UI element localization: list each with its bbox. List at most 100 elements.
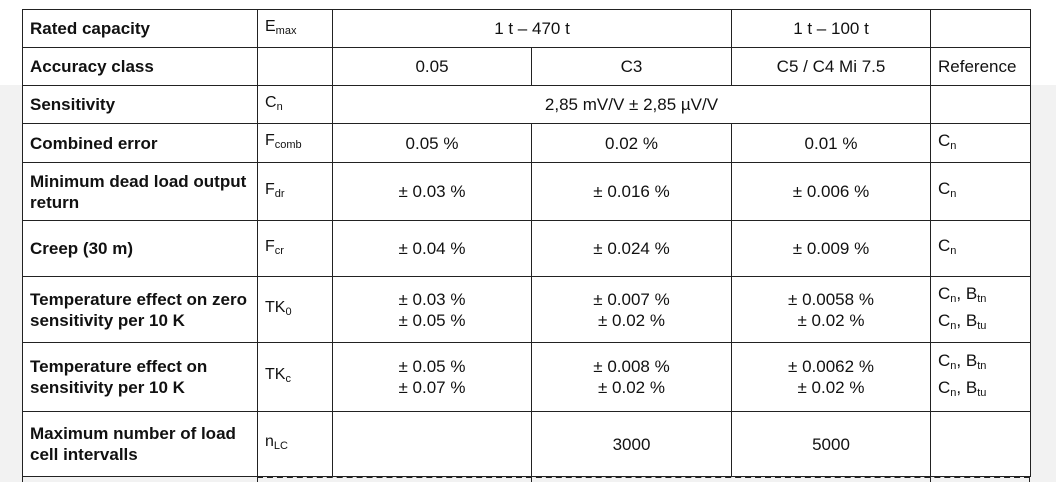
symbol: Fcomb [257, 123, 333, 163]
reference: Reference [930, 47, 1031, 86]
symbol-sub: n [950, 319, 957, 332]
row-label: Rated capacity [22, 9, 258, 48]
reference [930, 85, 1031, 124]
value-cell: 0.05 [332, 47, 532, 86]
symbol: Fdr [257, 162, 333, 221]
row-label: Creep (30 m) [22, 220, 258, 277]
symbol-sub: max [275, 24, 297, 37]
row-label: Maximum number of load cell intervalls [22, 411, 258, 477]
symbol-sub: n [950, 360, 957, 372]
symbol-base: TK [265, 298, 286, 316]
value-cell: 3000 [531, 411, 732, 477]
symbol-base: C [265, 93, 277, 111]
cell-border [257, 476, 258, 482]
table-row: Accuracy class 0.05 C3 C5 / C4 Mi 7.5 Refere… [22, 47, 1031, 86]
value-line: ± 0.008 % [593, 357, 670, 376]
reference-line: Cn, Btn [938, 283, 1023, 310]
symbol: Fcr [257, 220, 333, 277]
symbol-base: F [265, 132, 275, 149]
value-cell: ± 0.03 % ± 0.05 % [332, 276, 532, 343]
value-cell: C3 [531, 47, 732, 86]
value-cell: 0.02 % [531, 123, 732, 163]
row-label: Accuracy class [22, 47, 258, 86]
symbol-base: E [265, 17, 276, 35]
symbol-sub: n [276, 100, 283, 113]
value-cell: 5000 [731, 411, 931, 477]
value-line: ± 0.05 % [398, 310, 466, 330]
symbol-base: , B [956, 310, 978, 330]
value-cell: ± 0.016 % [531, 162, 732, 221]
symbol-base: C [938, 378, 951, 397]
value-line: ± 0.07 % [398, 378, 466, 397]
cell-border [1029, 476, 1030, 482]
value-cell: 2,85 mV/V ± 2,85 µV/V [332, 85, 931, 124]
reference: Cn, Btn Cn, Btu [930, 342, 1031, 412]
dashed-border [257, 476, 1030, 478]
value-cell: 0.05 % [332, 123, 532, 163]
symbol-sub: n [950, 245, 957, 257]
symbol-base: , B [956, 351, 978, 370]
symbol-base: F [265, 180, 275, 198]
symbol-sub: n [950, 139, 957, 152]
row-label: Combined error [22, 123, 258, 163]
reference [930, 411, 1031, 477]
symbol-base: , B [956, 378, 978, 397]
reference-line: Cn, Btu [938, 377, 1023, 404]
value-cell: ± 0.024 % [531, 220, 732, 277]
value-cell: C5 / C4 Mi 7.5 [731, 47, 931, 86]
value-line: ± 0.007 % [593, 289, 670, 309]
value-line: ± 0.03 % [398, 289, 466, 309]
row-label: Temperature effect on zero sensitivity pe… [22, 276, 258, 343]
reference-line: Cn [938, 130, 1023, 157]
symbol-base: C [938, 236, 951, 255]
symbol-base: C [938, 283, 951, 303]
reference-line: Cn, Btu [938, 310, 1023, 337]
symbol-sub: 0 [285, 305, 292, 318]
symbol-base: n [265, 433, 274, 450]
value-cell: ± 0.006 % [731, 162, 931, 221]
table-row: Maximum number of load cell intervalls nL… [22, 411, 1031, 477]
value-line: ± 0.02 % [598, 310, 665, 330]
reference-line: Cn, Btn [938, 350, 1023, 377]
table-row: Temperature effect on sensitivity per 10… [22, 342, 1031, 412]
value-cell: 0.01 % [731, 123, 931, 163]
reference-line: Reference [938, 56, 1023, 77]
reference: Cn [930, 123, 1031, 163]
cell-border [22, 476, 23, 482]
symbol-base: C [938, 351, 951, 370]
symbol: TK0 [257, 276, 333, 343]
symbol-base: C [938, 179, 951, 198]
symbol-sub: cr [274, 244, 284, 257]
symbol-sub: comb [274, 139, 302, 151]
value-cell: ± 0.008 % ± 0.02 % [531, 342, 732, 412]
symbol-sub: tn [977, 292, 987, 305]
table-row: Sensitivity Cn 2,85 mV/V ± 2,85 µV/V [22, 85, 1031, 124]
value-line: ± 0.0062 % [788, 357, 874, 376]
value-line: ± 0.05 % [398, 357, 466, 376]
table-row: Temperature effect on zero sensitivity pe… [22, 276, 1031, 343]
value-cell: ± 0.007 % ± 0.02 % [531, 276, 732, 343]
symbol-sub: c [285, 373, 291, 385]
symbol-base: TK [265, 366, 286, 383]
reference-line: Cn [938, 235, 1023, 262]
empty-cell [332, 411, 532, 477]
symbol-sub: tu [977, 387, 987, 399]
label-line: sensitivity per 10 K [30, 310, 185, 330]
symbol-sub: LC [273, 440, 288, 452]
symbol-base: Reference [938, 57, 1017, 76]
table-row: Minimum dead load output return Fdr ± 0.03… [22, 162, 1031, 221]
value-cell: 1 t – 470 t [332, 9, 732, 48]
reference: Cn [930, 162, 1031, 221]
value-cell: ± 0.04 % [332, 220, 532, 277]
cell-border [531, 476, 532, 482]
value-line: ± 0.0058 % [788, 289, 874, 309]
symbol-sub: dr [274, 187, 285, 200]
label-line: Temperature effect on zero [30, 289, 247, 309]
row-label: Minimum dead load output return [22, 162, 258, 221]
symbol-base: C [938, 310, 951, 330]
reference [930, 9, 1031, 48]
